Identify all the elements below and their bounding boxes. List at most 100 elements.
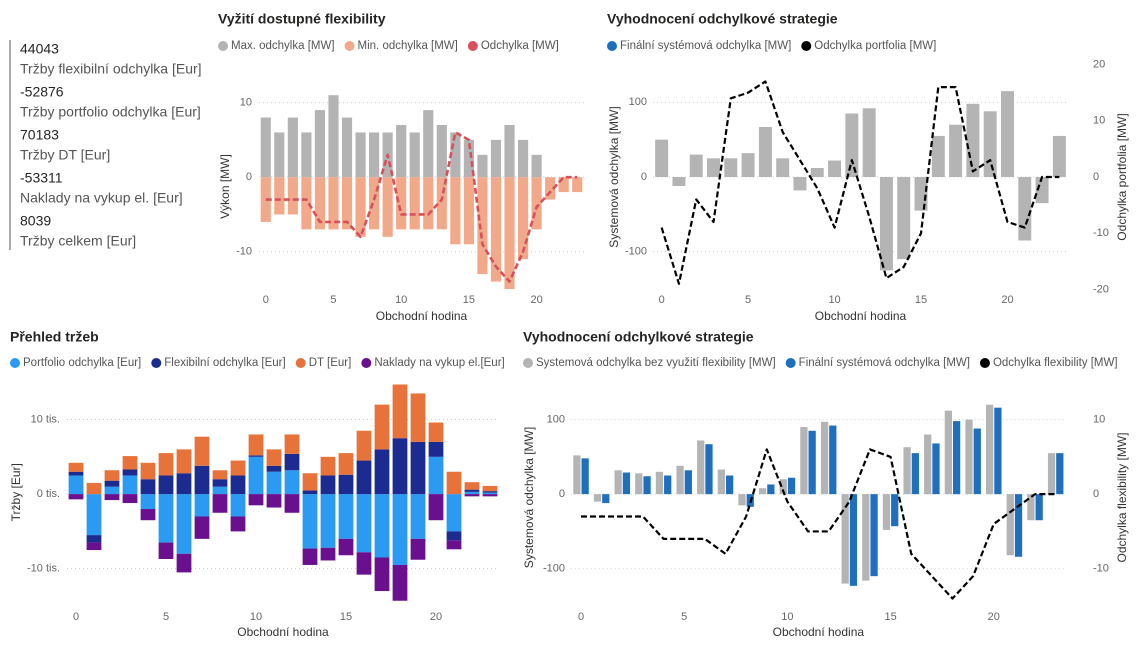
bar	[338, 453, 354, 475]
bar	[793, 177, 807, 191]
bar	[446, 471, 462, 495]
bar	[284, 494, 300, 513]
bar	[767, 484, 775, 495]
bar	[122, 469, 138, 476]
bar	[410, 494, 426, 539]
bar	[158, 494, 174, 543]
y2-axis-title: Odchylka portfolia [MW]	[1115, 113, 1129, 240]
bar	[176, 473, 192, 495]
bar	[1027, 494, 1035, 521]
bar	[450, 177, 461, 245]
bar	[409, 132, 420, 178]
bar	[965, 419, 973, 495]
legend-marker	[979, 358, 990, 368]
y-axis-title: Tržby [Eur]	[9, 463, 23, 521]
x-tick-label: 5	[163, 611, 169, 623]
y-tick-label: 0	[246, 171, 252, 183]
bar	[490, 177, 502, 282]
legend-label: Finální systémová odchylka [MW]	[799, 357, 970, 369]
bar	[862, 494, 870, 581]
bar	[230, 460, 246, 476]
y2-tick-label: -20	[1093, 283, 1109, 295]
card-value: 8039	[20, 213, 51, 229]
bar	[194, 516, 210, 539]
bar	[808, 430, 816, 495]
bar	[176, 553, 192, 573]
bar	[320, 456, 336, 476]
bar	[622, 472, 631, 495]
bar	[194, 494, 210, 517]
bar	[158, 542, 174, 559]
bar	[248, 494, 264, 506]
x-tick-label: 15	[463, 294, 475, 306]
bar	[176, 494, 192, 554]
bar	[423, 110, 434, 178]
bar	[369, 132, 380, 178]
bar	[356, 494, 372, 553]
bar	[614, 470, 622, 495]
bar	[284, 470, 300, 495]
bar	[684, 470, 692, 495]
bar	[374, 494, 390, 558]
bar	[140, 509, 156, 521]
y-tick-label: -10 tis.	[27, 563, 60, 575]
x-tick-label: 20	[988, 611, 1000, 623]
y2-tick-label: 10	[1093, 115, 1105, 127]
bar	[122, 475, 138, 495]
x-tick-label: 5	[681, 611, 687, 623]
bar	[787, 477, 796, 495]
legend-label: Flexibilní odchylka [Eur]	[164, 357, 285, 369]
bar	[882, 494, 891, 530]
bar	[104, 486, 120, 495]
line	[660, 80, 1060, 285]
x-tick-label: 10	[250, 611, 262, 623]
bar	[725, 475, 734, 495]
bar	[320, 475, 336, 495]
bar	[68, 471, 84, 476]
bar	[697, 440, 705, 495]
bar	[911, 453, 919, 495]
card-value: -53311	[20, 170, 63, 186]
bar	[423, 177, 434, 230]
bar	[800, 427, 808, 495]
bar	[314, 110, 326, 178]
bar	[436, 177, 447, 230]
bar	[891, 494, 899, 527]
bar	[517, 177, 529, 260]
bar	[410, 393, 426, 442]
bar	[68, 494, 84, 500]
x-tick-label: 0	[73, 611, 79, 623]
x-axis-title: Obchodní hodina	[773, 625, 865, 639]
legend-marker	[344, 41, 355, 51]
card-label: Tržby DT [Eur]	[20, 147, 110, 163]
bar	[504, 125, 515, 178]
chart-title: Vyhodnocení odchylkové strategie	[523, 329, 754, 345]
bar	[68, 475, 84, 495]
x-axis-title: Obchodní hodina	[815, 309, 907, 323]
bar	[194, 465, 210, 495]
bar	[490, 139, 502, 178]
bar	[86, 494, 102, 536]
bar	[284, 434, 300, 454]
bar	[428, 422, 444, 442]
bar	[396, 125, 407, 178]
chart-title: Vyžití dostupné flexibility	[218, 11, 386, 27]
y-tick-label: 100	[547, 414, 565, 426]
bar	[230, 475, 246, 495]
legend-label: Portfolio odchylka [Eur]	[23, 357, 141, 369]
bar	[689, 154, 703, 177]
bar	[504, 177, 515, 289]
card-label: Tržby celkem [Eur]	[20, 233, 136, 249]
bar	[463, 139, 474, 178]
bar	[410, 441, 426, 495]
bar	[382, 177, 393, 237]
bar	[86, 535, 102, 543]
bar	[1052, 135, 1066, 177]
bar	[672, 177, 686, 186]
y2-tick-label: 10	[1093, 414, 1105, 426]
legend-marker	[523, 358, 533, 368]
bar	[983, 111, 997, 177]
bar	[849, 494, 858, 586]
y-axis-title: Systemová odchylka [MW]	[607, 106, 621, 247]
